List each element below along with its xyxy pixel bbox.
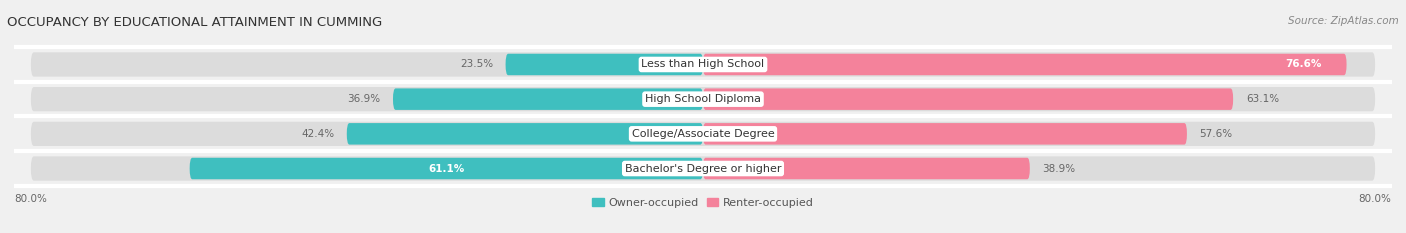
FancyBboxPatch shape <box>31 87 1375 111</box>
Legend: Owner-occupied, Renter-occupied: Owner-occupied, Renter-occupied <box>588 193 818 212</box>
FancyBboxPatch shape <box>31 52 1375 77</box>
Text: 23.5%: 23.5% <box>460 59 494 69</box>
FancyBboxPatch shape <box>31 122 1375 146</box>
Text: 63.1%: 63.1% <box>1246 94 1279 104</box>
Text: Source: ZipAtlas.com: Source: ZipAtlas.com <box>1288 16 1399 26</box>
Text: 76.6%: 76.6% <box>1285 59 1322 69</box>
FancyBboxPatch shape <box>31 156 1375 181</box>
FancyBboxPatch shape <box>703 158 1029 179</box>
FancyBboxPatch shape <box>190 158 703 179</box>
FancyBboxPatch shape <box>347 123 703 145</box>
Text: College/Associate Degree: College/Associate Degree <box>631 129 775 139</box>
Text: 38.9%: 38.9% <box>1042 164 1076 174</box>
Text: 36.9%: 36.9% <box>347 94 381 104</box>
Text: OCCUPANCY BY EDUCATIONAL ATTAINMENT IN CUMMING: OCCUPANCY BY EDUCATIONAL ATTAINMENT IN C… <box>7 16 382 29</box>
Text: High School Diploma: High School Diploma <box>645 94 761 104</box>
FancyBboxPatch shape <box>703 54 1347 75</box>
FancyBboxPatch shape <box>506 54 703 75</box>
Text: Less than High School: Less than High School <box>641 59 765 69</box>
Text: 42.4%: 42.4% <box>301 129 335 139</box>
FancyBboxPatch shape <box>392 88 703 110</box>
Text: Bachelor's Degree or higher: Bachelor's Degree or higher <box>624 164 782 174</box>
Text: 57.6%: 57.6% <box>1199 129 1233 139</box>
FancyBboxPatch shape <box>703 88 1233 110</box>
FancyBboxPatch shape <box>703 123 1187 145</box>
Text: 61.1%: 61.1% <box>429 164 464 174</box>
